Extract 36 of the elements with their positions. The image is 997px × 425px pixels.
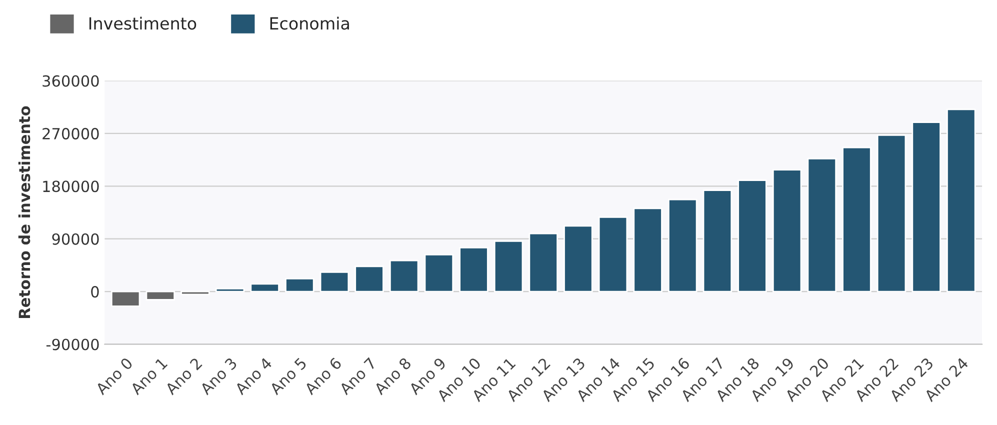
y-tick-label: 90000: [52, 233, 99, 245]
bar: [807, 158, 837, 292]
y-tick-label: -90000: [46, 338, 99, 350]
bar: [424, 254, 454, 292]
bar: [633, 208, 662, 292]
legend-label: Investimento: [89, 16, 196, 30]
bar: [320, 272, 350, 292]
bar: [772, 169, 802, 292]
x-tick-label: Ano 8: [373, 356, 412, 396]
bar: [564, 225, 593, 292]
bar: [598, 216, 628, 292]
bar: [285, 278, 314, 292]
bar: [702, 190, 732, 292]
bar: [528, 232, 558, 292]
y-tick-label: 0: [91, 286, 99, 298]
bar: [738, 180, 767, 292]
bar: [180, 290, 210, 296]
legend-label: Economia: [270, 16, 349, 30]
bar: [459, 246, 488, 292]
bar: [842, 146, 872, 292]
bar: [912, 122, 941, 292]
bar: [494, 240, 524, 292]
bar: [876, 134, 906, 292]
bar: [354, 266, 384, 292]
bar: [668, 198, 698, 292]
bar: [946, 108, 976, 292]
bar: [250, 283, 280, 292]
bar: [146, 290, 176, 300]
y-tick-label: 270000: [42, 128, 99, 140]
y-tick-label: 180000: [43, 180, 99, 192]
bar: [110, 290, 140, 307]
bar: [215, 288, 245, 292]
x-tick-label: Ano 0: [94, 356, 134, 396]
y-axis-title: Retorno de investimento: [18, 106, 30, 318]
y-tick-label: 360000: [42, 75, 99, 87]
bar: [389, 260, 419, 292]
